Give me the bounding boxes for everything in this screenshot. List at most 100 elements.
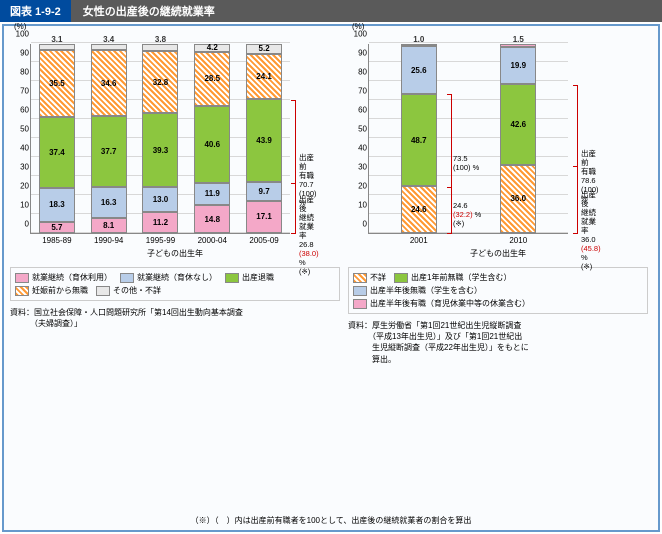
bar-column: 5.718.337.435.53.11985-89 <box>39 44 75 233</box>
bar-segment: 1.5 <box>500 44 536 47</box>
bar-segment: 3.1 <box>39 44 75 50</box>
segment-value: 25.6 <box>411 66 427 75</box>
legend-label: 不詳 <box>370 272 386 283</box>
legend-label: 出産半年後有職（育児休業中等の休業含む） <box>370 298 530 309</box>
bar-segment: 3.8 <box>142 44 178 51</box>
bar-segment: 18.3 <box>39 188 75 223</box>
y-tick: 100 <box>351 30 367 39</box>
bar-column: 14.811.940.628.54.22000-04 <box>194 44 230 233</box>
segment-value: 4.2 <box>207 43 218 52</box>
legend-item: その他・不詳 <box>96 285 161 296</box>
segment-value: 43.9 <box>256 136 272 145</box>
legend-swatch <box>353 273 367 283</box>
segment-value: 37.4 <box>49 148 65 157</box>
legend-swatch <box>353 286 367 296</box>
bar-segment: 3.4 <box>91 44 127 50</box>
bar-segment: 9.7 <box>246 182 282 200</box>
legend-swatch <box>120 273 134 283</box>
segment-value: 1.0 <box>413 35 424 44</box>
segment-value: 19.9 <box>510 61 526 70</box>
figure-title: 女性の出産後の継続就業率 <box>71 0 662 22</box>
bar-column: 17.19.743.924.15.22005-09 <box>246 44 282 233</box>
segment-value: 16.3 <box>101 198 117 207</box>
bar-segment: 32.8 <box>142 51 178 113</box>
bar-segment: 25.6 <box>401 46 437 94</box>
y-tick: 50 <box>351 125 367 134</box>
legend-label: 就業継続（育休利用） <box>32 272 112 283</box>
x-tick: 2000-04 <box>194 236 230 245</box>
segment-value: 5.2 <box>259 44 270 53</box>
bar-segment: 5.2 <box>246 44 282 54</box>
x-tick: 2010 <box>500 236 536 245</box>
segment-value: 8.1 <box>103 221 114 230</box>
left-panel: (%) 01020304050607080901005.718.337.435.… <box>10 32 340 365</box>
chart-annotation: 24.6(32.2) %(※) <box>453 201 481 228</box>
y-tick: 40 <box>13 144 29 153</box>
bar-segment: 13.0 <box>142 187 178 212</box>
legend-item: 就業継続（育休なし） <box>120 272 217 283</box>
y-tick: 60 <box>351 106 367 115</box>
chart-annotation: 出産後継続就業率26.8(38.0) %(※) <box>299 195 319 276</box>
y-tick: 0 <box>13 220 29 229</box>
bar-segment: 39.3 <box>142 113 178 187</box>
legend-swatch <box>15 286 29 296</box>
legend-item: 出産半年後有職（育児休業中等の休業含む） <box>353 298 530 309</box>
legend-swatch <box>96 286 110 296</box>
left-chart: 01020304050607080901005.718.337.435.53.1… <box>30 44 290 234</box>
legend-swatch <box>353 299 367 309</box>
y-tick: 10 <box>351 201 367 210</box>
y-tick: 0 <box>351 220 367 229</box>
y-tick: 90 <box>351 49 367 58</box>
legend-item: 妊娠前から無職 <box>15 285 88 296</box>
bar-segment: 19.9 <box>500 47 536 85</box>
y-tick: 10 <box>13 201 29 210</box>
legend-label: その他・不詳 <box>113 285 161 296</box>
bar-column: 36.042.619.91.52010 <box>500 44 536 233</box>
y-tick: 20 <box>13 182 29 191</box>
segment-value: 14.8 <box>204 215 220 224</box>
legend-label: 出産1年前無職（学生含む） <box>411 272 511 283</box>
bar-segment: 16.3 <box>91 187 127 218</box>
bar-segment: 37.4 <box>39 117 75 188</box>
x-tick: 2001 <box>401 236 437 245</box>
y-tick: 60 <box>13 106 29 115</box>
segment-value: 24.6 <box>411 205 427 214</box>
legend-swatch <box>15 273 29 283</box>
legend-item: 不詳 <box>353 272 386 283</box>
segment-value: 24.1 <box>256 72 272 81</box>
bar-column: 8.116.337.734.63.41990-94 <box>91 44 127 233</box>
segment-value: 17.1 <box>256 212 272 221</box>
segment-value: 13.0 <box>153 195 169 204</box>
bar-segment: 42.6 <box>500 84 536 165</box>
segment-value: 35.5 <box>49 79 65 88</box>
segment-value: 3.1 <box>51 35 62 44</box>
x-tick: 2005-09 <box>246 236 282 245</box>
segment-value: 39.3 <box>153 146 169 155</box>
right-legend: 不詳出産1年前無職（学生含む）出産半年後無職（学生を含む）出産半年後有職（育児休… <box>348 267 648 314</box>
segment-value: 18.3 <box>49 200 65 209</box>
bar-segment: 34.6 <box>91 50 127 115</box>
bar-segment: 17.1 <box>246 201 282 233</box>
segment-value: 11.9 <box>205 189 220 198</box>
bar-segment: 24.1 <box>246 54 282 100</box>
y-tick: 70 <box>351 87 367 96</box>
bar-column: 24.648.725.61.02001 <box>401 44 437 233</box>
segment-value: 3.8 <box>155 35 166 44</box>
y-tick: 80 <box>351 68 367 77</box>
bar-segment: 37.7 <box>91 116 127 187</box>
legend-item: 出産1年前無職（学生含む） <box>394 272 511 283</box>
legend-swatch <box>225 273 239 283</box>
right-chart: 010203040506070809010024.648.725.61.0200… <box>368 44 568 234</box>
legend-label: 妊娠前から無職 <box>32 285 88 296</box>
left-legend: 就業継続（育休利用） 就業継続（育休なし） 出産退職妊娠前から無職 その他・不詳 <box>10 267 340 301</box>
footnote: （※）（ ）内は出産前有職者を100として、出産後の継続就業者の割合を算出 <box>4 515 658 526</box>
segment-value: 37.7 <box>101 147 117 156</box>
legend-label: 出産退職 <box>242 272 274 283</box>
bar-segment: 36.0 <box>500 165 536 233</box>
bar-segment: 35.5 <box>39 50 75 117</box>
legend-swatch <box>394 273 408 283</box>
segment-value: 1.5 <box>513 35 524 44</box>
bar-segment: 48.7 <box>401 94 437 186</box>
bar-segment: 4.2 <box>194 44 230 52</box>
legend-label: 就業継続（育休なし） <box>137 272 217 283</box>
